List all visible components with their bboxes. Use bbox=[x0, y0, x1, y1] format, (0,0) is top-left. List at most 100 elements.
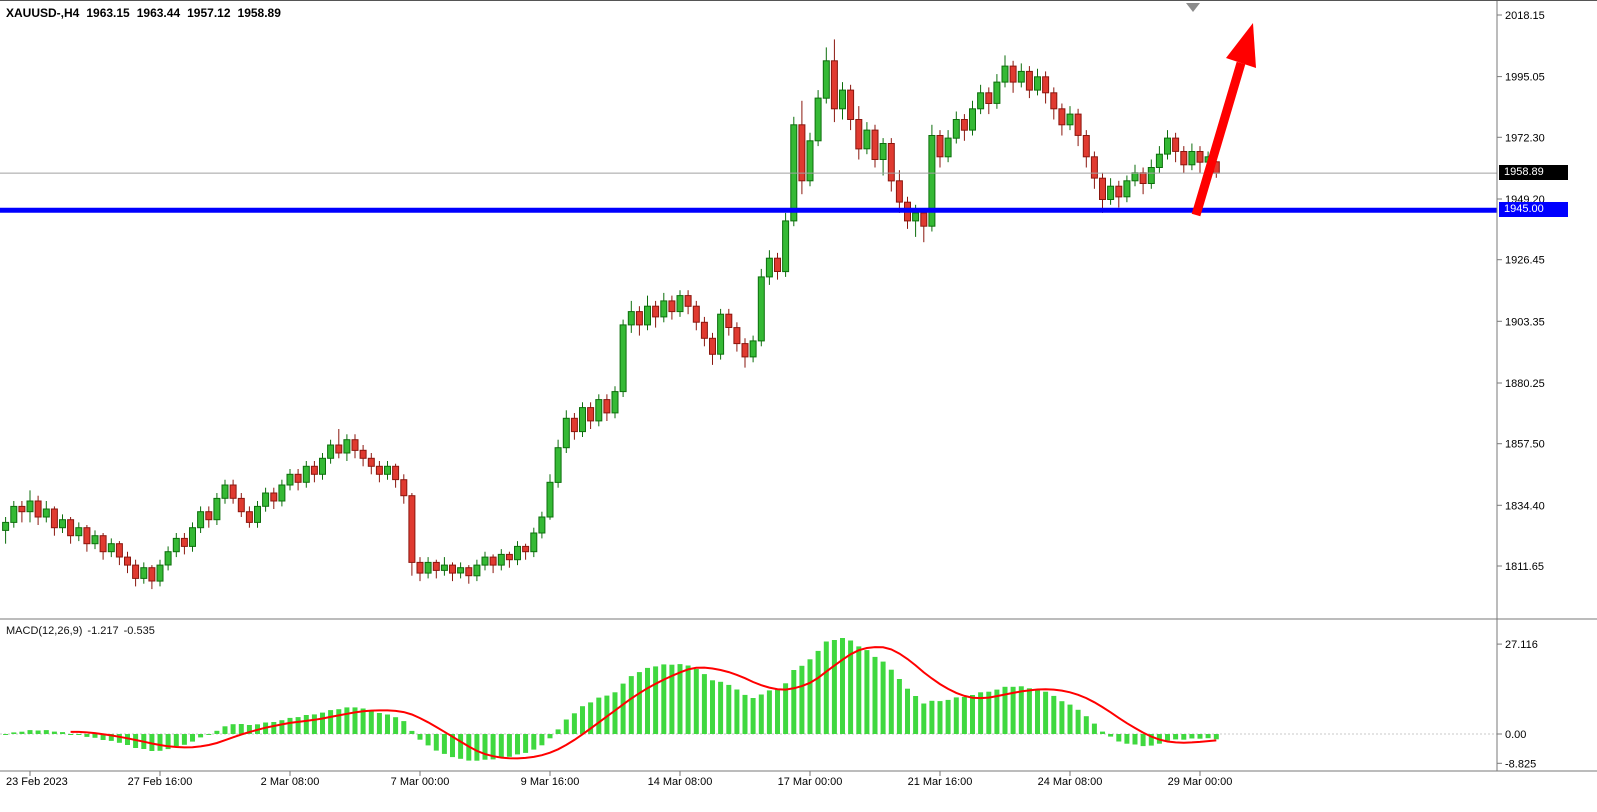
macd-histogram-bar bbox=[563, 719, 569, 734]
macd-histogram-bar bbox=[636, 672, 642, 734]
macd-histogram-bar bbox=[393, 717, 399, 734]
candle bbox=[741, 343, 749, 358]
candle bbox=[879, 143, 887, 160]
macd-histogram-bar bbox=[60, 732, 65, 734]
macd-histogram-bar bbox=[872, 656, 878, 734]
candle bbox=[1001, 65, 1009, 83]
candle bbox=[514, 545, 521, 561]
candle bbox=[725, 313, 733, 329]
candle bbox=[408, 495, 416, 563]
candle bbox=[1107, 185, 1115, 200]
low-value: 1957.12 bbox=[187, 6, 231, 20]
price-axis-label: 1880.25 bbox=[1505, 378, 1545, 390]
macd-histogram-bar bbox=[531, 734, 537, 750]
candle bbox=[1025, 70, 1033, 91]
candle bbox=[595, 399, 603, 422]
candle bbox=[977, 92, 985, 110]
time-axis-label: 7 Mar 00:00 bbox=[391, 776, 450, 788]
candle bbox=[652, 305, 660, 318]
candle bbox=[156, 564, 164, 582]
candle bbox=[1180, 151, 1188, 166]
time-axis-label: 29 Mar 00:00 bbox=[1168, 776, 1233, 788]
macd-histogram-bar bbox=[409, 730, 415, 734]
macd-histogram-bar bbox=[1140, 734, 1146, 747]
macd-histogram-bar bbox=[1100, 731, 1105, 734]
macd-histogram-bar bbox=[76, 734, 82, 735]
candle bbox=[115, 543, 123, 558]
macd-histogram-bar bbox=[799, 665, 805, 734]
candle bbox=[172, 537, 180, 553]
macd-histogram-bar bbox=[1148, 734, 1154, 746]
price-axis-label: 1995.05 bbox=[1505, 72, 1545, 84]
macd-histogram-bar bbox=[783, 683, 789, 734]
macd-histogram-bar bbox=[580, 706, 585, 734]
macd-histogram-bar bbox=[1165, 734, 1170, 741]
candle bbox=[928, 135, 936, 227]
macd-histogram-bar bbox=[726, 684, 732, 734]
macd-signal-value: -0.535 bbox=[123, 625, 155, 637]
macd-histogram-bar bbox=[303, 715, 309, 734]
macd-histogram-bar bbox=[51, 731, 57, 734]
price-axis-label: 2018.15 bbox=[1505, 10, 1545, 22]
macd-histogram-bar bbox=[628, 676, 634, 734]
candle bbox=[237, 497, 245, 513]
macd-histogram-bar bbox=[173, 734, 179, 747]
macd-histogram-bar bbox=[555, 729, 561, 734]
candle bbox=[229, 484, 237, 499]
macd-histogram-bar bbox=[222, 726, 228, 734]
macd-histogram-bar bbox=[840, 638, 845, 734]
candle bbox=[124, 556, 131, 566]
macd-histogram-bar bbox=[490, 734, 496, 760]
candle bbox=[286, 473, 294, 486]
macd-histogram-bar bbox=[896, 679, 902, 734]
candle bbox=[359, 449, 367, 459]
macd-histogram-bar bbox=[43, 730, 49, 734]
candle bbox=[1058, 108, 1066, 126]
macd-histogram-bar bbox=[523, 734, 529, 753]
candle bbox=[1115, 185, 1123, 198]
macd-histogram-bar bbox=[1067, 704, 1073, 734]
up-arrow-annotation[interactable] bbox=[1191, 61, 1246, 217]
macd-histogram-bar bbox=[661, 664, 667, 734]
candle bbox=[327, 444, 335, 459]
macd-histogram-bar bbox=[750, 698, 756, 734]
macd-histogram-bar bbox=[653, 666, 659, 734]
candle bbox=[944, 137, 952, 158]
macd-histogram-bar bbox=[807, 659, 813, 734]
candle bbox=[814, 97, 822, 142]
candle bbox=[717, 313, 725, 355]
candle bbox=[59, 519, 66, 529]
macd-histogram-bar bbox=[823, 641, 829, 734]
price-axis-label: 1857.50 bbox=[1505, 439, 1545, 451]
candle bbox=[278, 484, 286, 502]
candle bbox=[1131, 172, 1139, 182]
macd-histogram-bar bbox=[417, 734, 423, 740]
candle bbox=[481, 556, 489, 566]
candle bbox=[10, 505, 18, 523]
macd-histogram-bar bbox=[913, 696, 919, 734]
macd-histogram-bar bbox=[718, 681, 724, 734]
time-axis-label: 27 Feb 16:00 bbox=[128, 776, 193, 788]
macd-histogram-bar bbox=[311, 714, 317, 734]
candle bbox=[920, 212, 928, 227]
macd-signal-line bbox=[70, 646, 1217, 760]
macd-histogram-bar bbox=[831, 640, 837, 734]
candle bbox=[1066, 113, 1074, 126]
candle bbox=[164, 551, 172, 566]
macd-histogram-bar bbox=[921, 703, 927, 734]
macd-histogram-bar bbox=[1197, 734, 1203, 739]
candle bbox=[473, 564, 481, 577]
candle bbox=[936, 135, 944, 158]
macd-histogram-bar bbox=[677, 664, 683, 734]
macd-histogram-bar bbox=[791, 670, 797, 734]
macd-histogram-bar bbox=[612, 692, 618, 734]
macd-histogram-bar bbox=[905, 688, 910, 734]
candle bbox=[489, 556, 497, 566]
candle bbox=[42, 508, 50, 518]
price-axis-label: 1903.35 bbox=[1505, 316, 1545, 328]
macd-histogram-bar bbox=[1051, 695, 1057, 734]
macd-histogram-bar bbox=[1083, 716, 1089, 734]
time-axis-label: 21 Mar 16:00 bbox=[908, 776, 973, 788]
